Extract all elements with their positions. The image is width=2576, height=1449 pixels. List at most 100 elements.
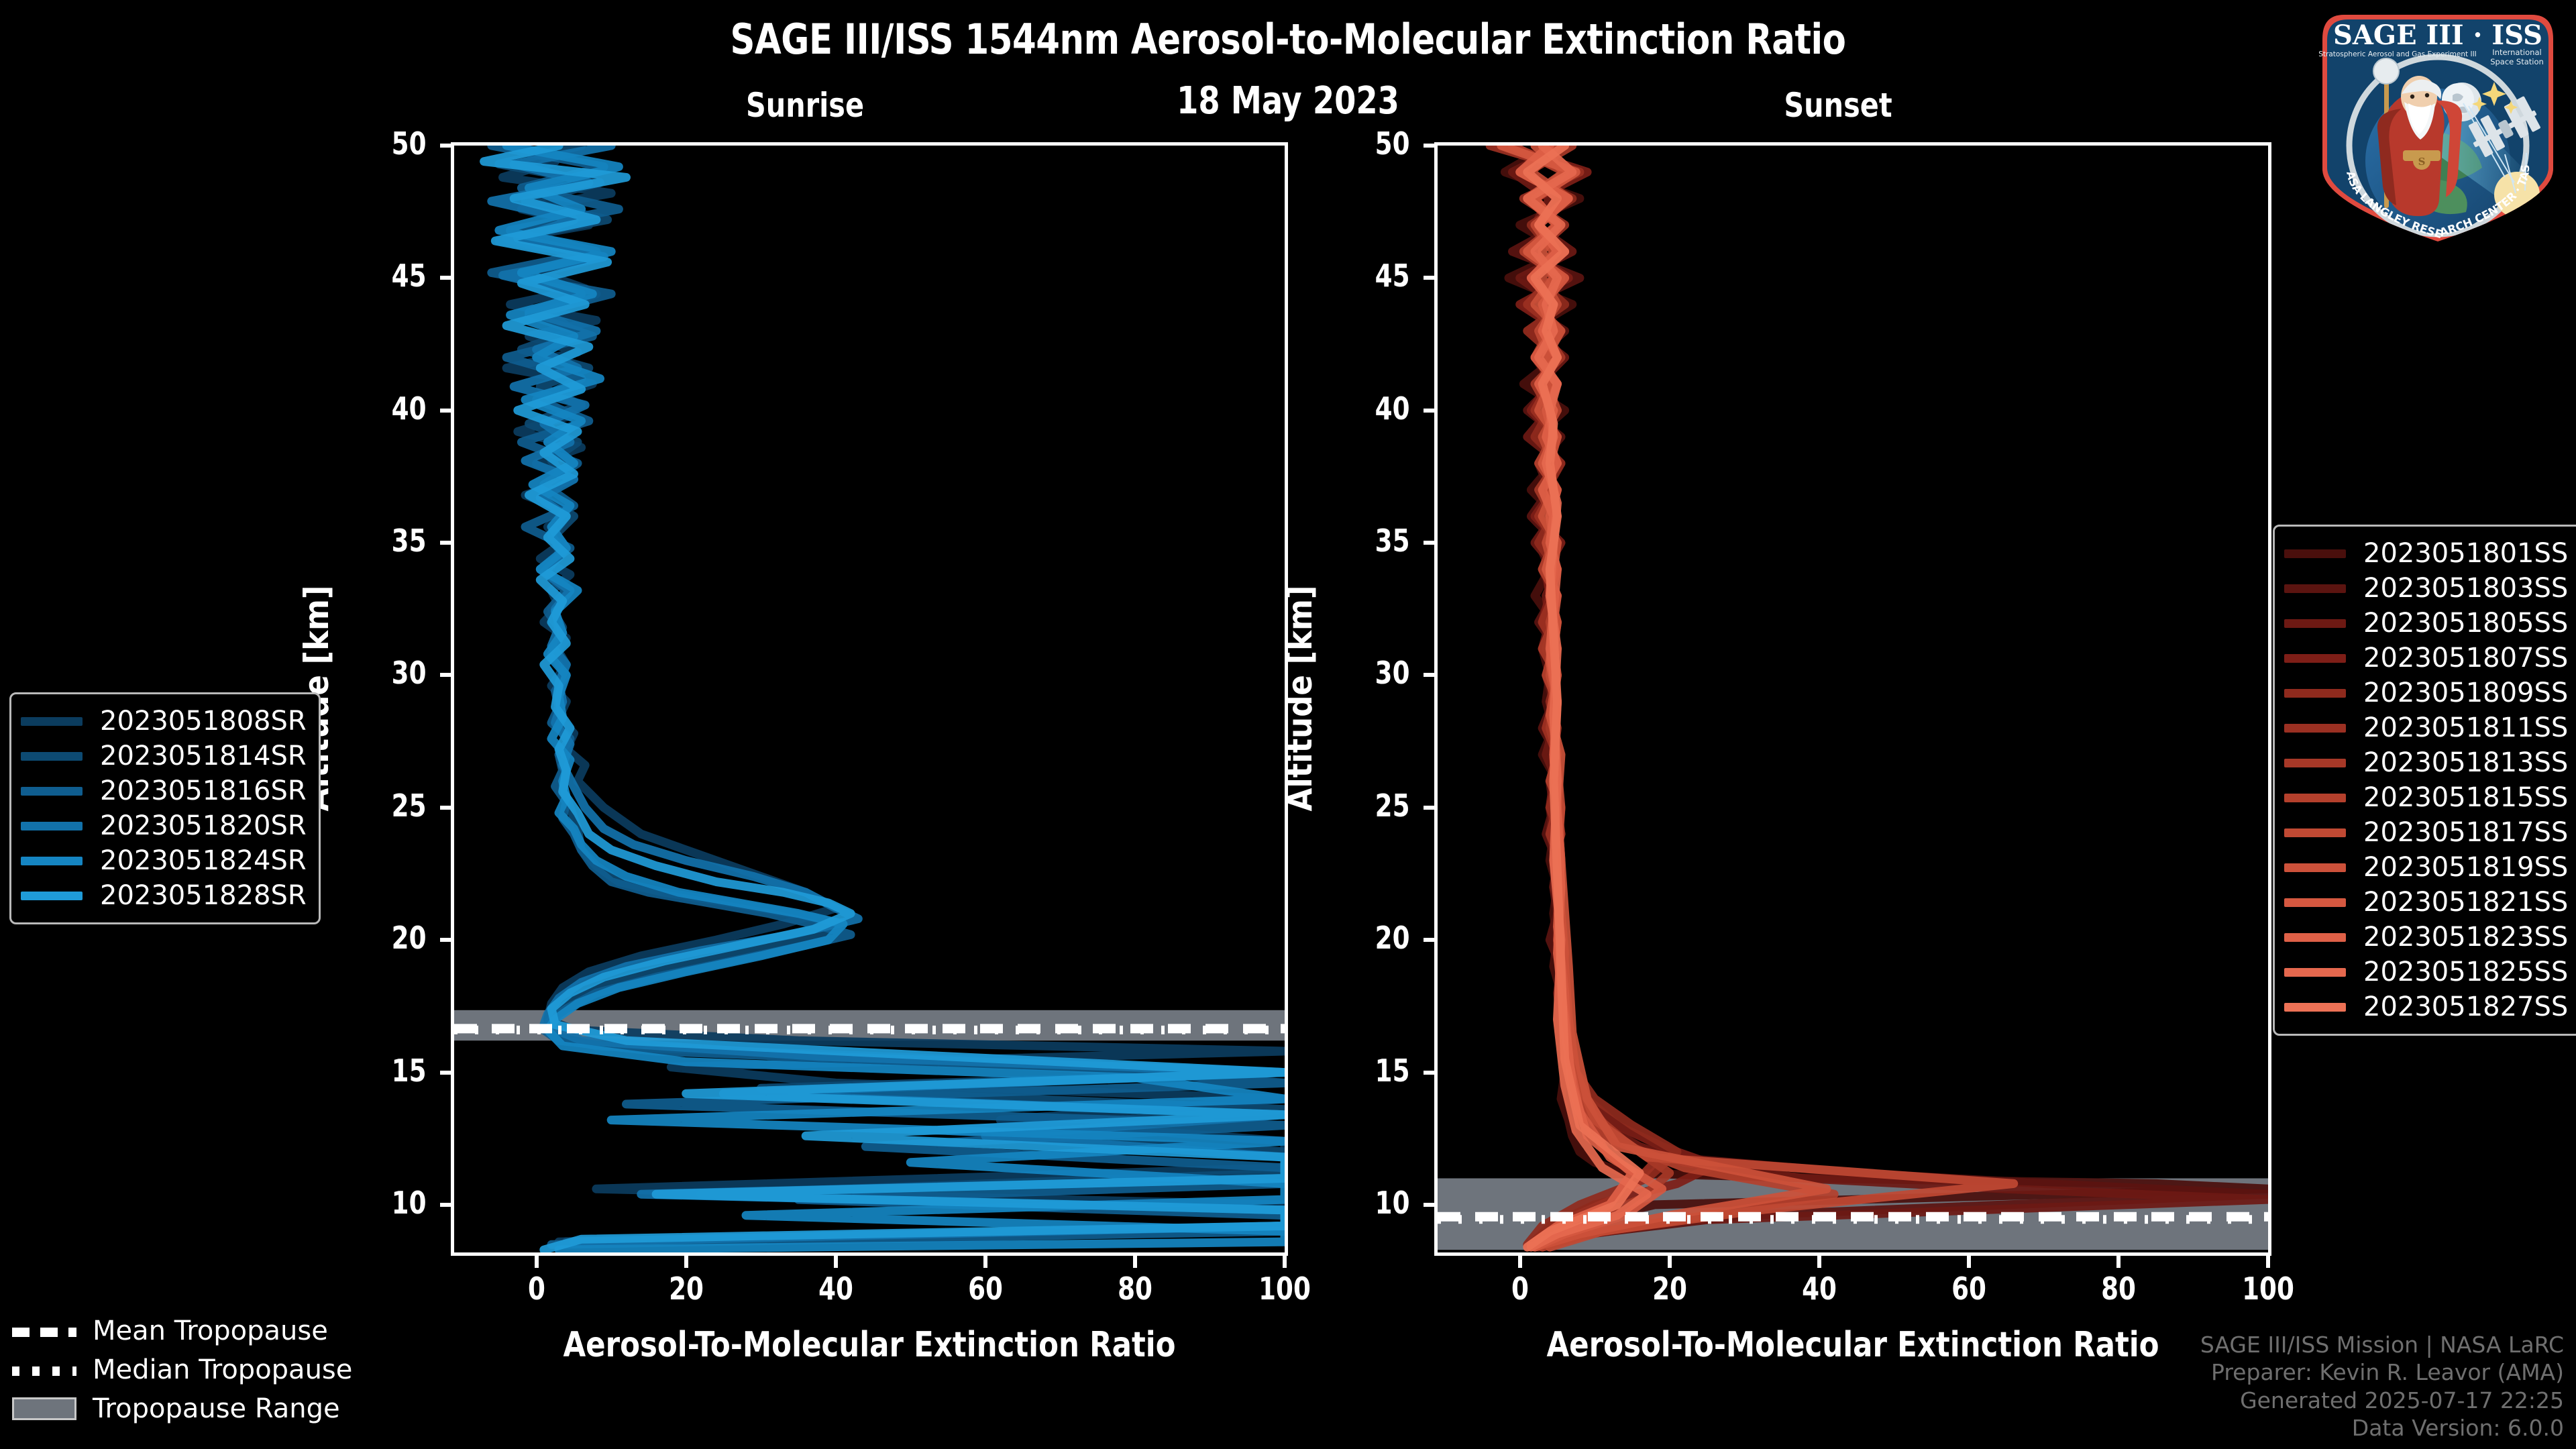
sunset-legend-label: 2023051803SS [2363,573,2569,604]
sunrise-y-tick-label: 25 [391,787,427,824]
legend-row[interactable]: 2023051828SR [21,878,307,913]
sunrise-x-tick-label: 20 [668,1271,704,1307]
sunset-legend-label: 2023051827SS [2363,991,2569,1022]
sunrise-y-tickmark [440,938,452,943]
legend-row-median-tropopause: Median Tropopause [12,1350,352,1389]
shaded-band-icon [12,1397,76,1420]
sunset-legend-color-swatch [2284,758,2346,767]
profile-line [1508,146,2268,1252]
sunset-legend-color-swatch [2284,898,2346,907]
sunset-y-tickmark [1424,1202,1436,1207]
logo-subtitle-left: Stratospheric Aerosol and Gas Experiment… [2318,50,2477,58]
sunset-legend-label: 2023051815SS [2363,782,2569,813]
sunrise-legend-label: 2023051824SR [100,845,307,876]
sunset-legend-label: 2023051821SS [2363,887,2569,918]
sunrise-y-tickmark [440,1070,452,1075]
sunset-legend-color-swatch [2284,584,2346,593]
footer-line-generated: Generated 2025-07-17 22:25 [2240,1387,2564,1413]
sunset-y-tickmark [1424,144,1436,148]
sunrise-x-tickmark [1283,1254,1287,1268]
legend-row[interactable]: 2023051807SS [2284,641,2568,676]
sunset-legend-label: 2023051819SS [2363,852,2569,883]
legend-label-tropopause-range: Tropopause Range [93,1393,340,1424]
sunrise-legend-label: 2023051814SR [100,741,307,771]
panel-title-sunset: Sunset [1784,86,1892,125]
legend-row[interactable]: 2023051821SS [2284,885,2568,920]
sunset-plot-area [1434,142,2271,1256]
legend-row[interactable]: 2023051815SS [2284,780,2568,815]
legend-row[interactable]: 2023051823SS [2284,920,2568,955]
sunrise-y-tickmark [440,276,452,280]
sunset-legend-color-swatch [2284,793,2346,802]
legend-row[interactable]: 2023051814SR [21,739,307,773]
sunrise-legend-color-swatch [21,751,83,761]
sunrise-legend-color-swatch [21,716,83,726]
figure-title: SAGE III/ISS 1544nm Aerosol-to-Molecular… [730,15,1846,64]
sunset-y-tick-label: 20 [1375,920,1410,957]
sunset-x-tick-label: 60 [1951,1271,1986,1307]
legend-row[interactable]: 2023051803SS [2284,571,2568,606]
sunrise-series-legend[interactable]: 2023051808SR 2023051814SR 2023051816SR 2023… [9,692,321,924]
sunset-legend-color-swatch [2284,619,2346,628]
sunrise-x-tick-label: 40 [818,1271,853,1307]
legend-row[interactable]: 2023051809SS [2284,676,2568,710]
legend-row[interactable]: 2023051825SS [2284,955,2568,989]
sunrise-y-tickmark [440,673,452,678]
sunrise-legend-color-swatch [21,821,83,830]
logo-subtitle-right-1: International [2492,48,2541,57]
legend-label-mean-tropopause: Mean Tropopause [93,1316,328,1346]
profile-line [1523,146,1644,1252]
sunrise-y-tickmark [440,408,452,413]
sunrise-y-tick-label: 45 [391,258,427,294]
profile-line [1500,146,2268,1249]
sunset-legend-label: 2023051825SS [2363,957,2569,987]
sunrise-x-tickmark [1132,1254,1137,1268]
sunset-legend-color-swatch [2284,967,2346,977]
sunrise-legend-color-swatch [21,786,83,796]
legend-row[interactable]: 2023051824SR [21,843,307,878]
sunset-legend-label: 2023051809SS [2363,678,2569,708]
sunrise-y-tickmark [440,1202,452,1207]
sunset-x-tickmark [1817,1254,1821,1268]
legend-row[interactable]: 2023051819SS [2284,850,2568,885]
sunrise-x-tickmark [833,1254,838,1268]
sunrise-y-tickmark [440,541,452,545]
sunset-x-tick-label: 20 [1652,1271,1687,1307]
legend-row-mean-tropopause: Mean Tropopause [12,1311,352,1350]
legend-row[interactable]: 2023051811SS [2284,710,2568,745]
profile-line [1493,146,2268,1252]
legend-row[interactable]: 2023051808SR [21,704,307,739]
sunset-y-tickmark [1424,1070,1436,1075]
sunset-legend-color-swatch [2284,549,2346,558]
sunset-x-tickmark [2266,1254,2270,1268]
sunrise-legend-color-swatch [21,891,83,900]
sunset-y-tick-label: 15 [1375,1052,1410,1089]
sunrise-legend-label: 2023051828SR [100,880,307,911]
sunrise-y-tick-label: 30 [391,655,427,692]
sunset-legend-label: 2023051801SS [2363,538,2569,569]
profile-line [480,146,1285,1252]
sunrise-x-tickmark [983,1254,987,1268]
legend-row[interactable]: 2023051816SR [21,773,307,808]
legend-row[interactable]: 2023051805SS [2284,606,2568,641]
legend-row[interactable]: 2023051817SS [2284,815,2568,850]
x-axis-label-sunrise: Aerosol-To-Molecular Extinction Ratio [563,1325,1176,1365]
legend-row[interactable]: 2023051820SR [21,808,307,843]
sunrise-x-tickmark [534,1254,539,1268]
sunrise-x-tick-label: 60 [967,1271,1003,1307]
sunrise-y-tick-label: 10 [391,1184,427,1221]
legend-row[interactable]: 2023051827SS [2284,989,2568,1024]
sunset-y-tick-label: 40 [1375,390,1410,427]
sunset-legend-color-swatch [2284,863,2346,872]
sunset-y-tick-label: 30 [1375,655,1410,692]
legend-label-median-tropopause: Median Tropopause [93,1354,353,1385]
dashed-line-icon [12,1328,76,1337]
sunset-legend-color-swatch [2284,828,2346,837]
sunset-y-tickmark [1424,673,1436,678]
legend-row[interactable]: 2023051813SS [2284,745,2568,780]
tropopause-legend[interactable]: Mean Tropopause Median Tropopause Tropop… [12,1311,352,1428]
sunset-legend-color-swatch [2284,1002,2346,1012]
sunset-series-legend[interactable]: 2023051801SS 2023051803SS 2023051805SS 2023… [2273,525,2576,1036]
legend-row[interactable]: 2023051801SS [2284,536,2568,571]
